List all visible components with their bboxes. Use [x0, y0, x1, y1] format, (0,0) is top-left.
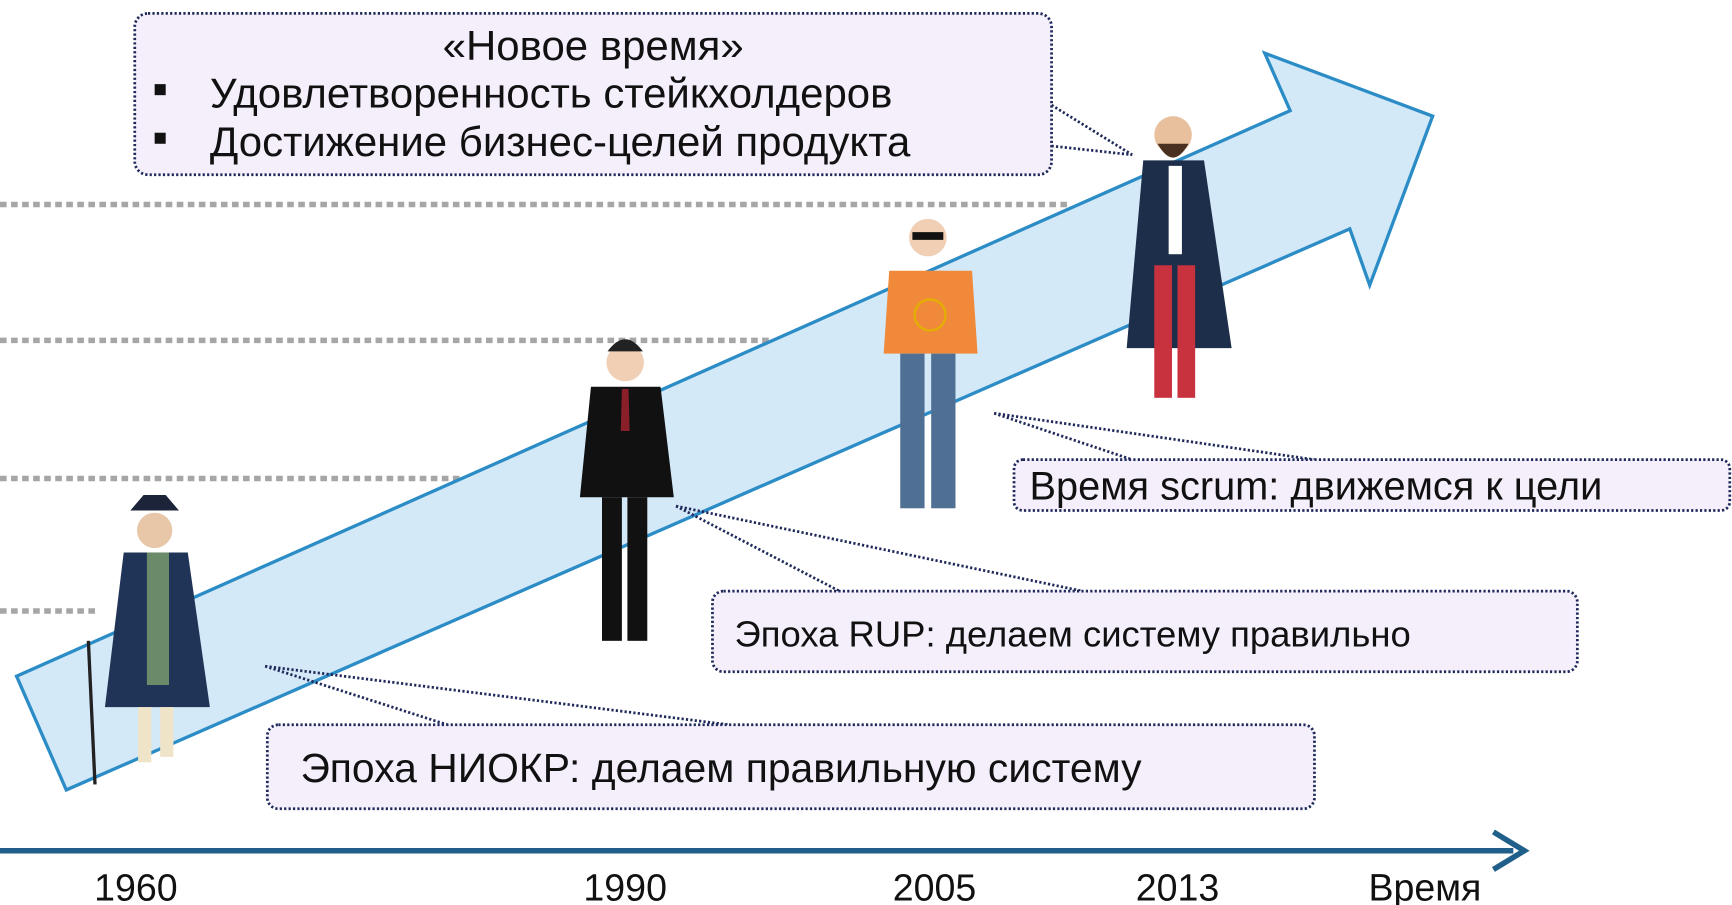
- year-label: 2013: [1136, 866, 1220, 905]
- era-label: Эпоха НИОКР: делаем правильную систему: [300, 745, 1142, 791]
- axis-label: Время: [1368, 866, 1481, 905]
- era-label: Эпоха RUP: делаем систему правильно: [735, 613, 1411, 654]
- bullet-text: Удовлетворенность стейкхолдеров: [210, 69, 893, 116]
- bullet: [155, 84, 166, 95]
- slide: «Новое время» Удовлетворенность стейкхол…: [0, 0, 1732, 905]
- era-label: Время scrum: движемся к цели: [1029, 464, 1602, 508]
- callout-pointer: [1052, 105, 1133, 155]
- person-1990: [580, 339, 674, 641]
- year-label: 2005: [893, 866, 977, 905]
- bullet-text: Достижение бизнес-целей продукта: [210, 118, 911, 165]
- year-label: 1990: [583, 866, 667, 905]
- year-label: 1960: [94, 866, 178, 905]
- callout-title: «Новое время»: [443, 22, 744, 69]
- callout-pointer: [994, 413, 1314, 459]
- callout-pointer: [676, 506, 1082, 591]
- callout-pointer: [265, 666, 729, 725]
- bullet: [155, 133, 166, 144]
